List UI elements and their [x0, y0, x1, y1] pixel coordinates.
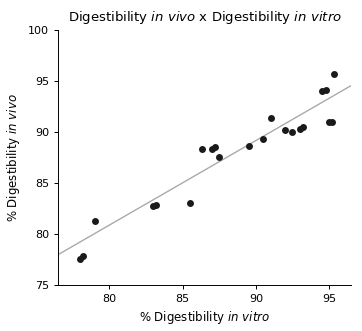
Point [246, 143, 252, 149]
Point [282, 127, 288, 132]
Point [260, 136, 266, 142]
Point [290, 129, 295, 134]
Point [326, 119, 332, 124]
Point [77, 257, 83, 262]
Y-axis label: % Digestibility $\it{in\ vivo}$: % Digestibility $\it{in\ vivo}$ [5, 93, 22, 222]
Point [80, 254, 86, 259]
Point [297, 126, 303, 131]
Point [212, 144, 218, 150]
Point [268, 116, 273, 121]
Point [153, 203, 159, 208]
Point [331, 71, 336, 76]
Point [187, 201, 193, 206]
Point [209, 146, 215, 152]
Point [150, 204, 156, 209]
Point [300, 124, 306, 129]
X-axis label: % Digestibility $\it{in\ vitro}$: % Digestibility $\it{in\ vitro}$ [139, 309, 270, 326]
Title: Digestibility $\it{in\ vivo}$ x Digestibility $\it{in\ vitro}$: Digestibility $\it{in\ vivo}$ x Digestib… [68, 10, 341, 26]
Point [199, 146, 205, 152]
Point [216, 155, 222, 160]
Point [319, 88, 325, 94]
Point [323, 87, 329, 93]
Point [329, 119, 335, 124]
Point [92, 219, 97, 224]
